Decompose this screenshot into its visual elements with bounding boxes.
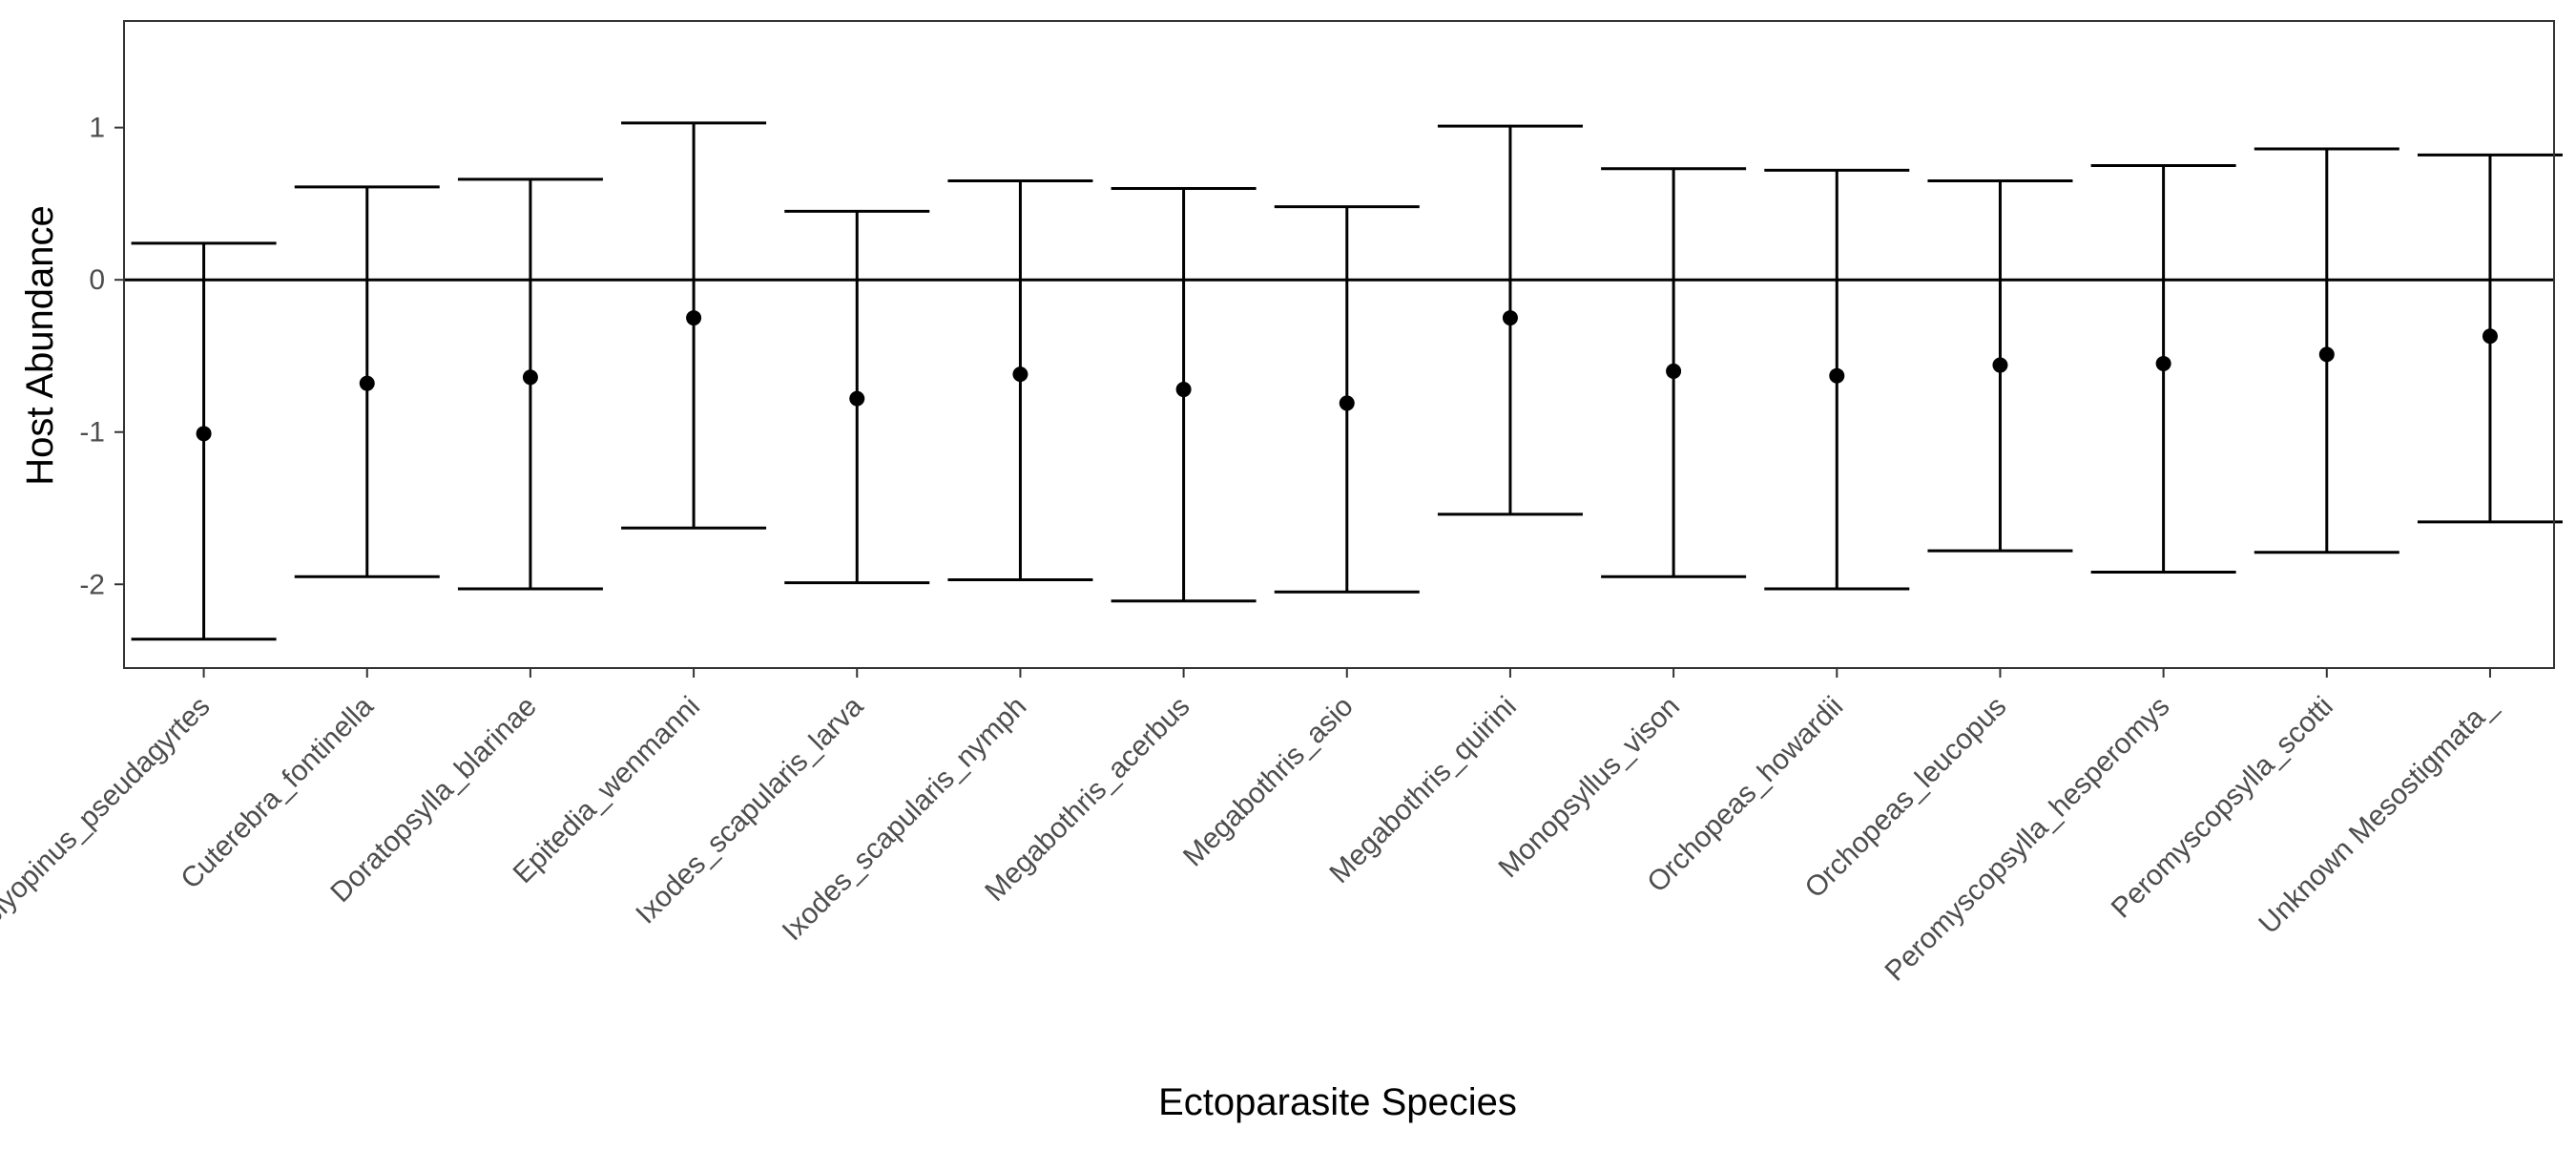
errorbar-group [784,209,930,585]
estimate-point [1829,367,1845,384]
estimate-point [359,375,375,391]
errorbar-group [2417,153,2563,524]
estimate-point [522,369,538,386]
x-axis-title: Ectoparasite Species [1158,1081,1517,1123]
errorbar-group [1111,186,1257,603]
estimate-point [1175,382,1192,398]
y-tick-label: 1 [89,113,105,144]
panel-border [123,20,2555,669]
y-tick-label: -1 [79,417,105,449]
estimate-point [1012,366,1028,383]
estimate-point [1502,310,1518,326]
errorbar-group [131,241,277,641]
errorbar-group [1601,167,1747,578]
errorbar-group [1764,168,1910,591]
errorbar-group [2090,164,2236,574]
estimate-point [686,310,702,326]
errorbar-group [294,185,440,578]
y-tick-label: -2 [79,569,105,600]
estimate-point [1666,363,1682,379]
errorbar-group [457,178,603,591]
estimate-point [2318,346,2335,363]
y-axis: 1 0 -1 -2 [79,113,124,600]
estimate-point [2482,328,2498,345]
errorbar-group [947,179,1093,581]
y-tick-label: 0 [89,264,105,296]
errorbar-group [1927,179,2073,553]
estimate-point [1339,395,1355,411]
errorbar-group [621,121,767,530]
estimate-point [849,390,865,407]
y-axis-title: Host Abundance [19,205,61,486]
errorbar-group [1274,205,1420,594]
estimate-point [2155,355,2171,371]
estimate-point [196,426,212,442]
errorbar-group [2254,147,2399,554]
estimate-point [1992,357,2008,373]
errorbar-group [1437,124,1583,516]
marks-layer [124,121,2563,641]
